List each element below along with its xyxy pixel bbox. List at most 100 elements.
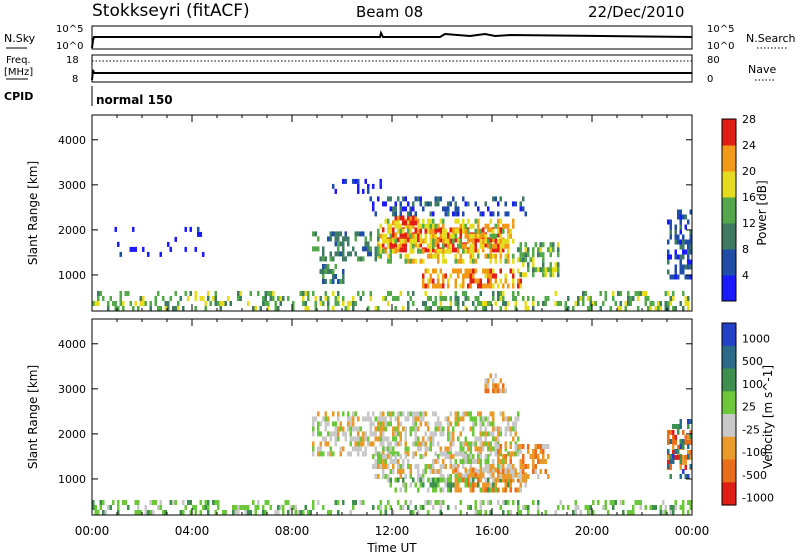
power-cell [452,228,455,234]
power-cell [407,223,410,229]
velocity-colorbar-tick: 500 [742,355,763,368]
power-cell [619,306,622,311]
velocity-cell [354,500,357,505]
velocity-cell [432,441,435,447]
velocity-cell [392,426,395,432]
velocity-cell [382,454,385,459]
power-cell [422,206,425,212]
power-cell [472,253,475,259]
velocity-cell [159,505,162,510]
velocity-cell [472,441,475,447]
velocity-cell [402,426,405,432]
velocity-cell [537,454,540,459]
velocity-cell [517,500,520,505]
velocity-cell [484,426,487,432]
power-cell [324,296,327,301]
velocity-cell [389,482,392,488]
power-cell [462,228,465,234]
velocity-cell [677,454,680,460]
power-colorbar-swatch [722,249,736,276]
power-cell [412,243,415,249]
power-cell [654,306,657,311]
velocity-cell [394,426,397,432]
velocity-cell [419,441,422,447]
velocity-cell [429,464,432,469]
velocity-cell [437,459,440,464]
power-cell [554,291,557,296]
power-cell [487,206,490,212]
power-cell [612,296,615,301]
velocity-cell [207,500,210,505]
power-cell [407,301,410,306]
power-cell [494,243,497,249]
nsky-trace [91,30,693,49]
power-cell [679,244,682,250]
power-cell [347,306,350,311]
power-cell [344,178,347,184]
x-tick-label: 00:00 [675,524,710,538]
velocity-cell [199,500,202,505]
velocity-cell [479,411,482,417]
velocity-cell [387,441,390,447]
power-cell [407,232,410,238]
power-cell [439,227,442,233]
power-cell [429,211,432,217]
velocity-cell [149,500,152,505]
velocity-colorbar-swatch [722,391,736,415]
power-cell [467,238,470,244]
power-cell [672,291,675,296]
power-cell [527,247,530,253]
power-cell [539,242,542,248]
velocity-cell [429,469,432,474]
power-cell [492,243,495,249]
velocity-cell [447,474,450,479]
velocity-cell [389,416,392,422]
cpid-value: normal 150 [96,93,173,107]
velocity-cell [422,469,425,474]
power-cell [427,283,430,289]
power-cell [184,226,187,232]
velocity-cell [537,474,540,479]
velocity-cell [474,441,477,447]
velocity-cell [414,426,417,432]
power-cell [394,201,397,207]
freq-tick-bottom: 8 [72,74,78,85]
x-tick-label: 08:00 [275,524,310,538]
power-cell [359,256,362,262]
power-cell [667,269,670,275]
velocity-cell [672,424,675,429]
velocity-cell [659,510,662,515]
velocity-cell [404,426,407,432]
power-cell [557,272,560,278]
power-cell [432,218,435,224]
power-cell [472,223,475,229]
power-cell [322,264,325,269]
power-cell [469,253,472,259]
power-cell [579,296,582,301]
power-cell [102,296,105,301]
power-cell [129,246,132,252]
velocity-cell [419,411,422,417]
velocity-cell [447,446,450,452]
power-cell [414,242,417,248]
velocity-cell [477,510,480,515]
velocity-cell [427,500,430,505]
velocity-cell [517,436,520,442]
power-cell [502,238,505,244]
power-cell [432,268,435,274]
power-cell [464,248,467,254]
power-cell [487,243,490,249]
power-cell [214,301,217,306]
velocity-cell [439,464,442,469]
velocity-cell [447,451,450,457]
power-cell [592,301,595,306]
velocity-cell [487,416,490,422]
power-cell [429,306,432,311]
power-cell [399,238,402,244]
power-cell [464,296,467,301]
power-cell [379,233,382,239]
velocity-cell [664,505,667,510]
power-cell [439,296,442,301]
velocity-cell [337,436,340,442]
power-cell [412,291,415,296]
